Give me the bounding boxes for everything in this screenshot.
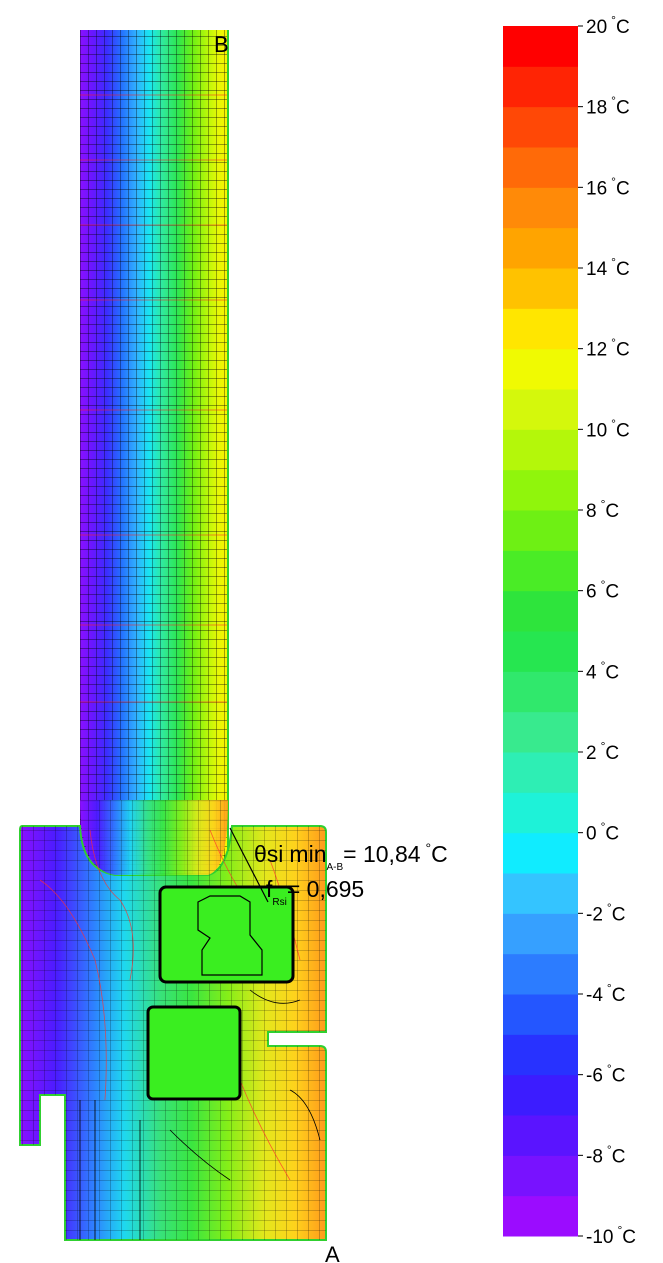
window-frame-section [19,800,327,1241]
legend-tick-label: -6 °C [586,1062,625,1087]
legend-ticks: 20 °C 18 °C 16 °C 14 °C 12 °C 10 °C 8 °C 6 °C 4 °C 2 °C 0 °C -… [578,13,636,1248]
legend-band [503,1074,578,1116]
theta-symbol: θ [254,841,267,867]
theta-sub: si [267,841,284,867]
legend-band [503,913,578,955]
legend-tick-label: 8 °C [586,497,619,522]
theta-value: = 10,84 [343,841,421,867]
legend-band [503,66,578,108]
legend-band [503,469,578,511]
legend-tick-label: -4 °C [586,981,625,1006]
legend-tick-label: 12 °C [586,336,630,361]
color-legend: 20 °C 18 °C 16 °C 14 °C 12 °C 10 °C 8 °C 6 °C 4 °C 2 °C 0 °C -… [503,13,636,1248]
f-value: = 0,695 [287,876,364,902]
legend-tick-label: 18 °C [586,94,630,119]
legend-tick-label: -8 °C [586,1142,625,1167]
legend-band [503,147,578,188]
legend-band [503,671,578,713]
legend-band [503,1115,578,1156]
point-a-label: A [325,1242,340,1263]
annotation: θsi minA-B= 10,84 °C fRsi= 0,695 [229,827,448,908]
legend-band [503,227,578,269]
f-symbol: f [266,876,273,902]
legend-band [503,389,578,430]
legend-band [503,792,578,834]
theta-min-label: θsi minA-B= 10,84 °C [254,840,448,873]
legend-band [503,832,578,874]
theta-deg: ° [426,840,432,856]
legend-tick-label: 2 °C [586,739,619,764]
legend-band [503,187,578,229]
point-b-label: B [214,32,229,57]
wall-transition-mesh [80,800,228,875]
legend-band [503,953,578,995]
legend-band [503,26,578,67]
legend-band [503,106,578,148]
frsi-label: fRsi= 0,695 [266,876,364,908]
legend-tick-label: -10 °C [586,1223,636,1248]
legend-band [503,752,578,793]
legend-band [503,631,578,672]
legend-band [503,308,578,350]
legend-band [503,873,578,914]
glazing-chamber-lower [146,1005,242,1101]
legend-tick-label: 0 °C [586,820,619,845]
legend-tick-label: 20 °C [586,13,630,38]
wall-section [80,30,229,950]
legend-band [503,510,578,551]
legend-tick-label: 14 °C [586,255,630,280]
gasket-profile [197,895,263,976]
legend-band [503,348,578,390]
legend-band [503,1155,578,1197]
wall-isotherms [80,94,228,703]
legend-band [503,1034,578,1076]
annotation-leader [229,827,269,903]
legend-bands [503,26,578,1237]
legend-band [503,590,578,632]
frame-detail-lines [79,989,321,1240]
legend-tick-label: -2 °C [586,900,625,925]
theta-unit: C [431,841,448,867]
legend-band [503,429,578,471]
legend-band [503,1195,578,1237]
legend-tick-label: 4 °C [586,658,619,683]
wall-mesh [80,30,228,930]
legend-tick-label: 6 °C [586,578,619,603]
legend-band [503,550,578,592]
point-labels: B A [214,32,340,1263]
glazing-chamber-upper [158,885,295,984]
legend-tick-label: 16 °C [586,174,630,199]
legend-tick-label: 10 °C [586,416,630,441]
legend-band [503,268,578,309]
f-sub: Rsi [272,897,286,908]
legend-band [503,994,578,1035]
theta-range: A-B [326,862,343,873]
theta-min: min [289,841,326,867]
legend-band [503,711,578,753]
